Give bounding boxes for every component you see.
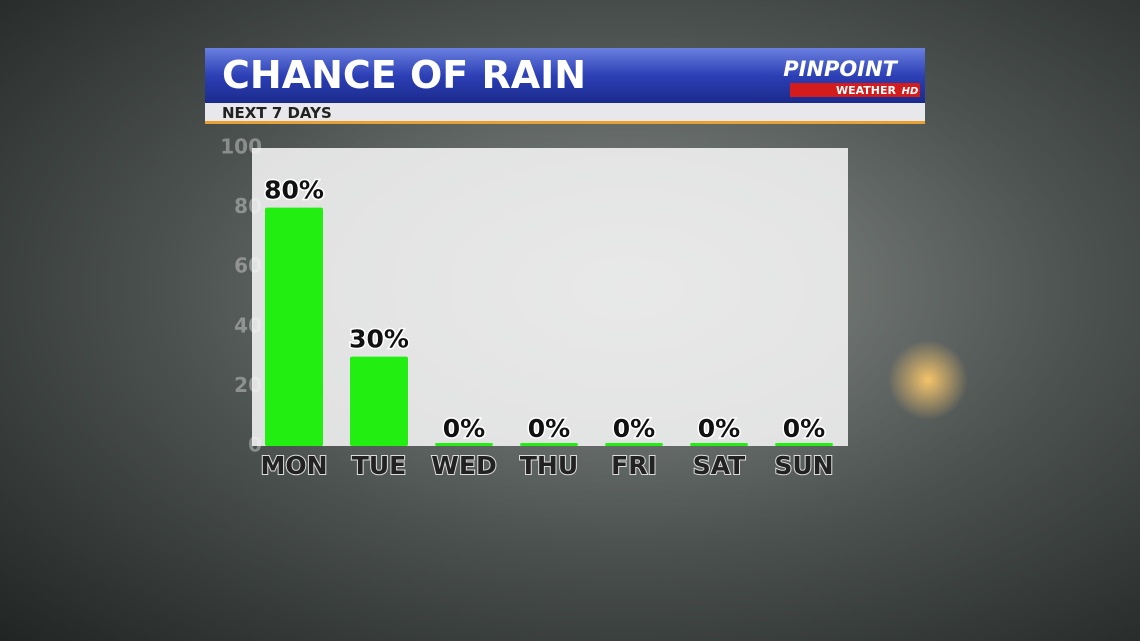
plot-panel (252, 148, 848, 446)
value-label: 0% (528, 414, 570, 443)
value-label: 0% (613, 414, 655, 443)
value-label: 0% (783, 414, 825, 443)
x-tick-label: SAT (693, 451, 745, 480)
x-tick-label: FRI (611, 451, 657, 480)
value-label: 0% (443, 414, 485, 443)
bar (520, 443, 578, 446)
chart-title: CHANCE OF RAIN (222, 53, 586, 97)
x-tick-label: SUN (774, 451, 833, 480)
x-tick-label: THU (520, 451, 578, 480)
subtitle-bar (205, 103, 925, 122)
bar (435, 443, 493, 446)
x-tick-label: WED (431, 451, 496, 480)
x-tick-label: TUE (352, 451, 406, 480)
logo-strip (790, 83, 920, 97)
x-tick-label: MON (260, 451, 327, 480)
accent-line (205, 121, 925, 124)
value-label: 30% (349, 325, 409, 354)
bar (350, 356, 408, 446)
logo-sub: WEATHER (836, 84, 897, 97)
value-label: 80% (264, 176, 324, 205)
bar (775, 443, 833, 446)
logo-badge: HD (902, 86, 919, 97)
chart-subtitle: NEXT 7 DAYS (222, 104, 332, 122)
value-label: 0% (698, 414, 740, 443)
bar (690, 443, 748, 446)
bar (265, 207, 323, 446)
bokeh-light (888, 340, 968, 420)
bar (605, 443, 663, 446)
logo-brand: PINPOINT (783, 57, 898, 81)
